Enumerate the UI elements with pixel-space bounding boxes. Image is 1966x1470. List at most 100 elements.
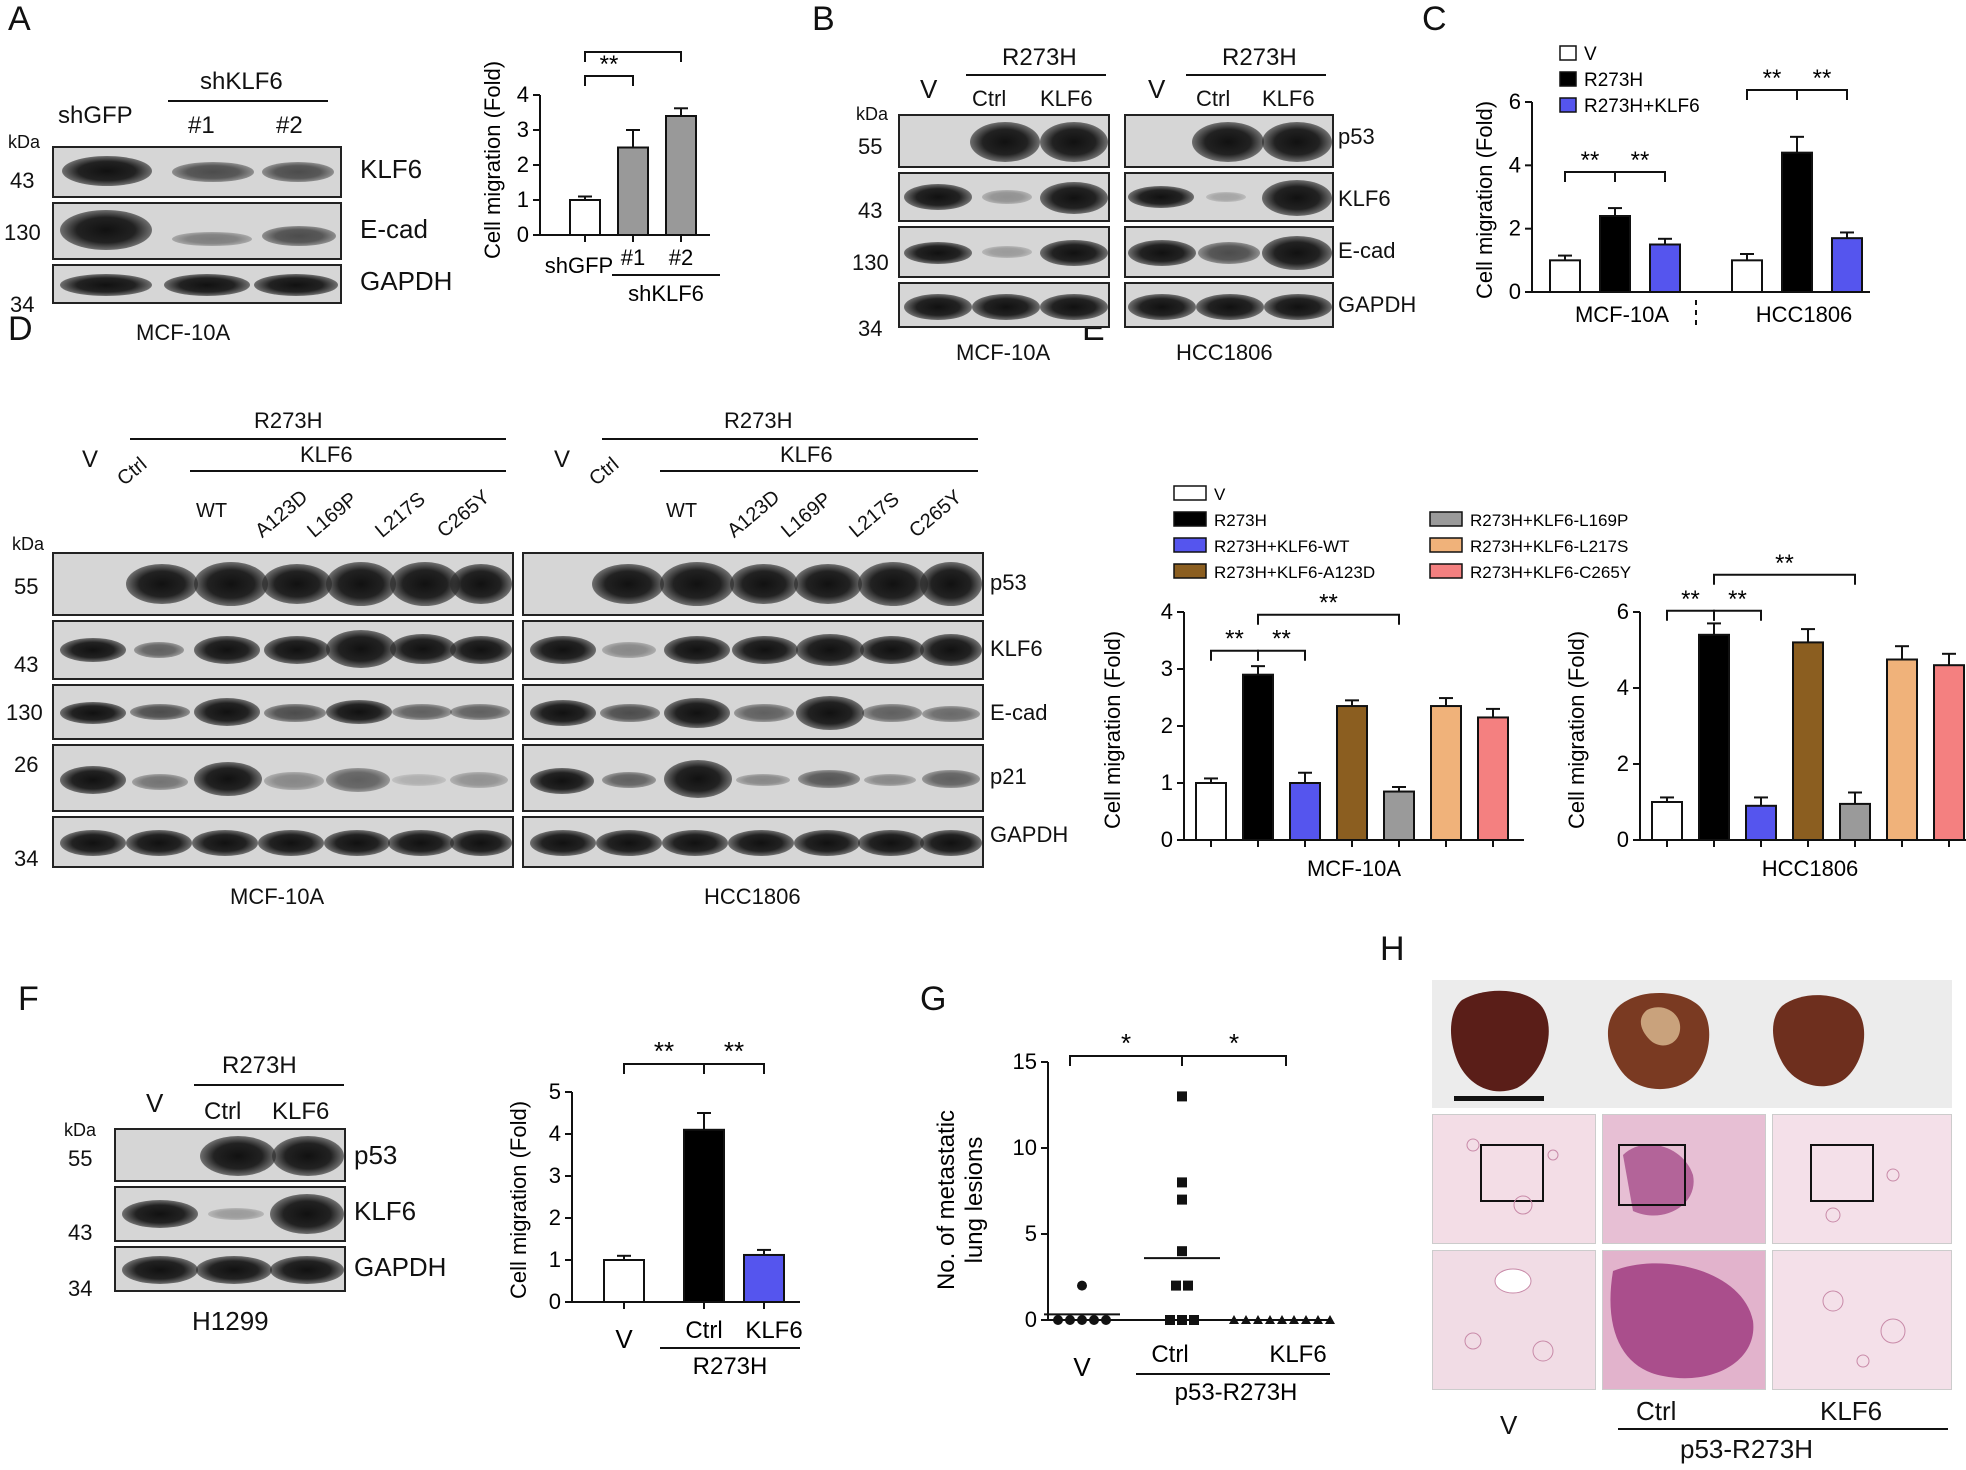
mw-marker: 34 bbox=[68, 1276, 93, 1301]
lane-label: #1 bbox=[188, 112, 215, 139]
blot-row-p21-hcc1806 bbox=[522, 744, 984, 812]
y-tick-label: 3 bbox=[549, 1163, 561, 1188]
y-tick-label: 0 bbox=[1161, 827, 1173, 852]
row-label: p53 bbox=[354, 1140, 398, 1170]
h-group-label: p53-R273H bbox=[1680, 1434, 1813, 1464]
row-label: GAPDH bbox=[990, 822, 1069, 847]
significance-label: ** bbox=[1581, 147, 1600, 174]
legend-label: R273H+KLF6-L169P bbox=[1470, 511, 1628, 530]
y-tick-label: 6 bbox=[1617, 599, 1629, 624]
legend-label: R273H+KLF6-A123D bbox=[1214, 563, 1375, 582]
x-tick-label: V bbox=[615, 1324, 633, 1354]
lane-label: L169P bbox=[777, 488, 836, 543]
legend-label: R273H+KLF6-L217S bbox=[1470, 537, 1628, 556]
significance-bracket bbox=[1713, 573, 1856, 585]
data-point bbox=[1077, 1280, 1087, 1291]
lane-label: A123D bbox=[723, 486, 785, 543]
data-point bbox=[1177, 1246, 1187, 1257]
significance-label: ** bbox=[624, 40, 643, 54]
y-axis-label: Cell migration (Fold) bbox=[506, 1101, 531, 1299]
group-label: R273H bbox=[254, 408, 323, 433]
y-tick-label: 0 bbox=[1617, 827, 1629, 852]
blot-row-klf6-mcf10a bbox=[898, 172, 1110, 222]
lane-label: L217S bbox=[845, 488, 904, 543]
mw-marker: 130 bbox=[852, 250, 889, 275]
bar bbox=[1933, 664, 1965, 841]
y-tick-label: 2 bbox=[1161, 713, 1173, 738]
significance-label: ** bbox=[1775, 550, 1794, 577]
row-label: GAPDH bbox=[354, 1252, 447, 1282]
histology-high-ctrl bbox=[1602, 1250, 1766, 1390]
kda-label: kDa bbox=[8, 132, 41, 152]
legend-swatch bbox=[1429, 563, 1463, 579]
lane-label: #2 bbox=[276, 112, 303, 139]
group-label: R273H bbox=[1002, 44, 1077, 71]
lane-label: KLF6 bbox=[1040, 86, 1093, 111]
significance-bracket bbox=[584, 51, 682, 62]
significance-label: ** bbox=[724, 1036, 744, 1066]
legend-swatch bbox=[1559, 97, 1577, 113]
bar bbox=[1781, 151, 1813, 293]
y-tick-label: 0 bbox=[549, 1289, 561, 1314]
lane-label: C265Y bbox=[905, 486, 967, 543]
histology-high-klf6 bbox=[1772, 1250, 1952, 1390]
group-label: R273H bbox=[693, 1353, 768, 1380]
cell-line-label: HCC1806 bbox=[1176, 340, 1273, 365]
legend-label: V bbox=[1214, 485, 1226, 504]
group-label: shKLF6 bbox=[628, 281, 704, 306]
data-point bbox=[1325, 1315, 1335, 1324]
bar bbox=[1698, 633, 1730, 841]
group-label: p53-R273H bbox=[1175, 1379, 1298, 1406]
kda-label: kDa bbox=[12, 534, 45, 554]
mw-marker: 43 bbox=[10, 168, 35, 193]
y-tick-label: 10 bbox=[1013, 1135, 1037, 1160]
y-axis-label: Cell migration (Fold) bbox=[1564, 631, 1589, 829]
legend-swatch bbox=[1173, 537, 1207, 553]
panel-label-g: G bbox=[920, 980, 947, 1018]
y-tick-label: 4 bbox=[1161, 599, 1173, 624]
legend-swatch bbox=[1429, 537, 1463, 553]
bar bbox=[1289, 782, 1321, 841]
significance-bracket bbox=[584, 75, 634, 86]
bar bbox=[1599, 215, 1631, 293]
y-tick-label: 4 bbox=[1509, 152, 1521, 177]
bar bbox=[683, 1128, 725, 1303]
y-tick-label: 4 bbox=[549, 1121, 561, 1146]
panel-label-b: B bbox=[812, 0, 835, 38]
row-label: GAPDH bbox=[1338, 292, 1417, 317]
blot-row-gapdh-mcf10a bbox=[52, 816, 514, 868]
lane-label: V bbox=[920, 74, 938, 104]
blot-row-p53 bbox=[114, 1128, 346, 1182]
bar bbox=[569, 199, 601, 236]
blot-row-p21-mcf10a bbox=[52, 744, 514, 812]
x-tick-label: V bbox=[1073, 1352, 1091, 1382]
lane-label: KLF6 bbox=[1262, 86, 1315, 111]
bar bbox=[1430, 705, 1462, 841]
data-point bbox=[1053, 1315, 1063, 1325]
legend-swatch bbox=[1429, 511, 1463, 527]
chart-f: 0 1 2 3 4 5 Cell migration (Fold) V Ctrl KLF6 R273… bbox=[506, 1036, 803, 1380]
bar bbox=[743, 1253, 785, 1304]
row-label: E-cad bbox=[360, 214, 428, 244]
group-label: HCC1806 bbox=[1762, 856, 1859, 881]
significance-label: ** bbox=[1728, 586, 1747, 613]
lane-label: shGFP bbox=[58, 102, 133, 129]
y-tick-label: 0 bbox=[1025, 1307, 1037, 1332]
mw-marker: 130 bbox=[4, 220, 41, 245]
cell-line-label: MCF-10A bbox=[230, 884, 325, 909]
chart-e: V R273H R273H+KLF6-WT R273H+KLF6-A123D R273H… bbox=[1100, 485, 1966, 881]
significance-label: ** bbox=[1681, 586, 1700, 613]
y-axis-label: Cell migration (Fold) bbox=[1100, 631, 1125, 829]
bar bbox=[1242, 673, 1274, 841]
mw-marker: 34 bbox=[858, 316, 883, 341]
legend-label: R273H+KLF6-C265Y bbox=[1470, 563, 1631, 582]
blot-row-ecad-mcf10a bbox=[898, 226, 1110, 278]
significance-label: ** bbox=[1225, 626, 1244, 653]
cell-line-label: HCC1806 bbox=[704, 884, 801, 909]
significance-bracket bbox=[1796, 89, 1848, 100]
blot-row-klf6-hcc1806 bbox=[522, 620, 984, 680]
mw-marker: 55 bbox=[68, 1146, 93, 1171]
mw-marker: 43 bbox=[68, 1220, 93, 1245]
legend-swatch bbox=[1559, 71, 1577, 87]
subgroup-label: KLF6 bbox=[300, 442, 353, 467]
